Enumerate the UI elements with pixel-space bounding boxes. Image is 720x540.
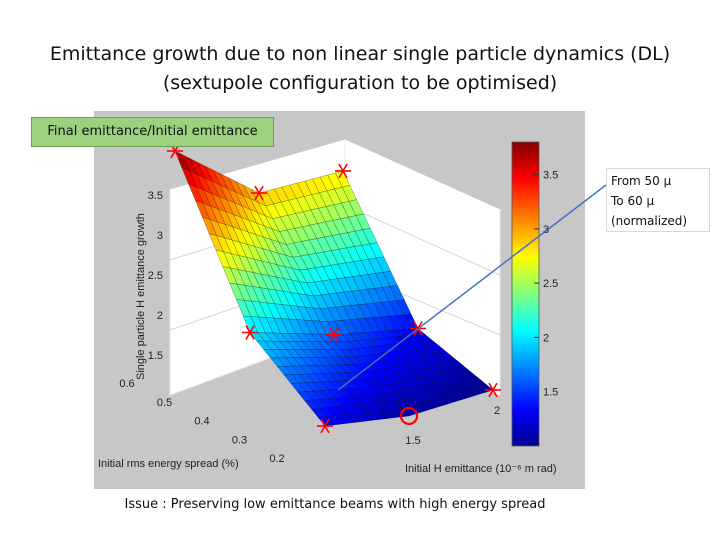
surface-cell — [449, 376, 465, 386]
x-tick-label: 0.5 — [157, 397, 172, 409]
colorbar-tick-label: 2.5 — [543, 278, 558, 290]
data-markers — [167, 143, 501, 434]
z-axis-label: Single particle H emittance growth — [135, 213, 147, 380]
callout-pointer — [337, 184, 607, 391]
callout-line-2: To 60 μ — [611, 194, 655, 208]
surface-cell — [208, 233, 224, 253]
z-tick-label: 3.5 — [148, 190, 163, 202]
surface-cell — [291, 374, 307, 384]
surface-cell — [360, 259, 376, 275]
colorbar — [511, 141, 540, 447]
surface-cell — [395, 389, 412, 400]
surface-cell — [327, 172, 343, 190]
surface-cell — [325, 204, 341, 221]
callout-line-3: (normalized) — [611, 214, 688, 228]
surface-cell — [265, 317, 281, 334]
surface-cell — [288, 198, 304, 214]
data-point-marker — [326, 327, 342, 342]
x-axis-label: Initial rms energy spread (%) — [98, 458, 239, 470]
title-line-2: (sextupole configuration to be optimised… — [162, 72, 558, 94]
surface-cell — [302, 209, 318, 226]
surface-cell — [390, 365, 407, 375]
surface-cell — [378, 337, 395, 346]
surface-cell — [182, 154, 198, 175]
surface-cell — [345, 364, 362, 373]
colorbar-tick-label: 1.5 — [543, 387, 558, 399]
surface-cell — [379, 401, 396, 411]
y-tick-label: 2 — [494, 405, 500, 417]
surface-cell — [383, 359, 400, 368]
z-quantity-label: Final emittance/Initial emittance — [31, 117, 274, 147]
issue-footer: Issue : Preserving low emittance beams w… — [124, 497, 546, 512]
surface-cell — [291, 279, 307, 296]
x-tick-label: 0.4 — [194, 416, 209, 428]
colorbar-tick-label: 3 — [543, 224, 549, 236]
surface-cell — [351, 379, 368, 389]
surface-cell — [290, 382, 306, 393]
surface-cell — [277, 357, 294, 367]
surface-cell — [263, 349, 279, 359]
x-tick-label: 0.3 — [232, 434, 247, 446]
data-point-marker — [251, 185, 267, 201]
highlighted-point-marker — [399, 406, 419, 426]
colorbar-ticks: 1.5 2 2.5 3 3.5 — [534, 170, 558, 399]
surface-cell — [372, 316, 388, 332]
surface-cell — [471, 378, 487, 387]
surface-cell — [414, 347, 431, 355]
z-tick-label: 3 — [157, 230, 163, 242]
surface-cell — [424, 399, 440, 410]
z-tick-label: 1.5 — [148, 350, 163, 362]
data-point-marker — [335, 163, 351, 179]
surface-cell — [306, 281, 322, 297]
data-point-marker — [242, 325, 258, 340]
surface-cell — [333, 414, 349, 425]
surface-cell — [462, 388, 479, 398]
z-tick-label: 2.5 — [148, 270, 163, 282]
surface-cell — [253, 258, 269, 276]
surface-cell — [328, 380, 345, 390]
x-tick-label: 0.2 — [269, 453, 284, 465]
surface-cell — [217, 221, 233, 241]
y-axis-label: Initial H emittance (10⁻⁶ m rad) — [405, 463, 557, 475]
surface-cell — [298, 281, 314, 297]
surface-cell — [428, 358, 445, 367]
data-point-marker — [317, 418, 333, 434]
colorbar-tick-label: 3.5 — [543, 170, 558, 182]
axis-ticks: 1.5 2 2.5 3 3.5 0.2 0.3 0.4 0.5 0.6 1.5 2 — [119, 190, 500, 465]
surface-cell — [375, 272, 391, 288]
title-line-1: Emittance growth due to non linear singl… — [49, 43, 671, 65]
y-tick-label: 1.5 — [405, 435, 420, 447]
colorbar-tick-label: 2 — [543, 332, 549, 344]
surface-cell — [201, 216, 218, 237]
data-point-marker — [485, 382, 501, 398]
surface-cell — [247, 231, 263, 250]
z-tick-label: 2 — [157, 310, 163, 322]
surface-cell — [427, 366, 444, 375]
callout-line-1: From 50 μ — [611, 174, 672, 188]
surface-mesh — [174, 150, 494, 427]
callout-box: From 50 μ To 60 μ (normalized) — [606, 168, 710, 232]
surface-cell — [269, 250, 286, 267]
x-tick-label: 0.6 — [119, 378, 134, 390]
slide-title: Emittance growth due to non linear singl… — [0, 40, 720, 98]
surface-cell — [414, 354, 430, 363]
